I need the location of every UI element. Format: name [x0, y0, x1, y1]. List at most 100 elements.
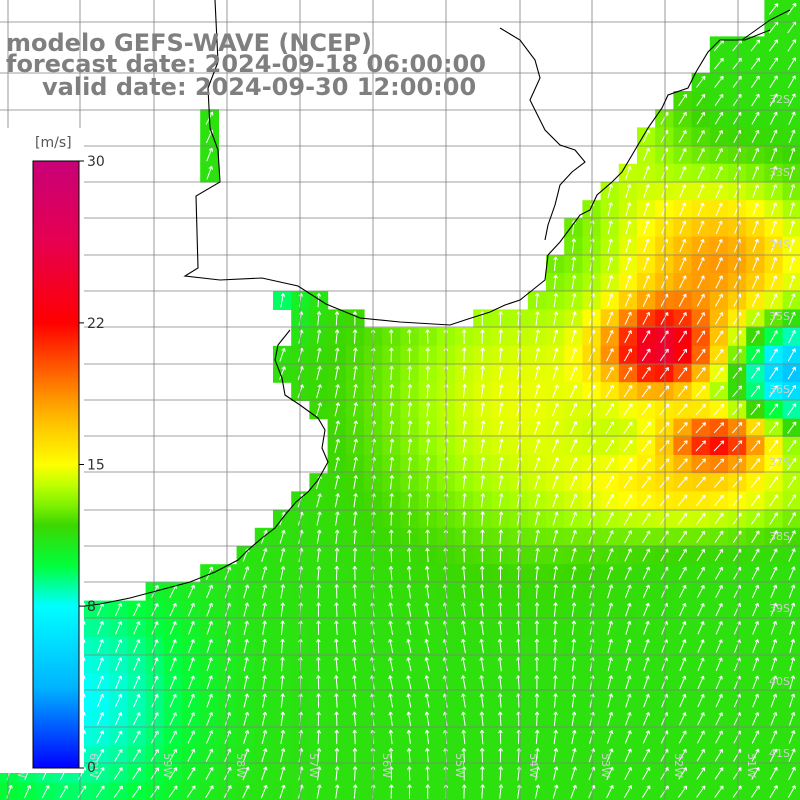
wind-arrow	[696, 111, 705, 125]
wind-arrow	[425, 748, 430, 763]
wind-arrow	[641, 458, 651, 470]
wind-arrow	[789, 602, 796, 617]
wind-arrow	[553, 602, 558, 617]
wind-arrow	[661, 184, 668, 198]
wind-arrow	[751, 147, 760, 162]
wind-arrow	[424, 565, 430, 581]
wind-arrow	[480, 784, 485, 799]
wind-arrow	[425, 365, 431, 381]
wind-arrow	[768, 458, 779, 470]
wind-arrow	[697, 712, 705, 726]
wind-arrow	[752, 202, 759, 217]
wind-arrow	[407, 402, 413, 417]
wind-arrow	[497, 693, 503, 708]
wind-arrow	[696, 129, 705, 143]
wind-arrow	[750, 440, 761, 452]
wind-arrow	[769, 93, 778, 107]
wind-arrow	[607, 202, 613, 217]
wind-arrow	[261, 766, 268, 781]
wind-arrow	[242, 748, 250, 763]
wind-arrow	[605, 457, 614, 471]
wind-arrow	[95, 767, 105, 780]
wind-arrow	[97, 620, 104, 635]
wind-arrow	[461, 657, 466, 672]
wind-arrow	[677, 785, 688, 798]
wind-arrow	[462, 475, 467, 490]
wind-arrow	[425, 329, 430, 344]
wind-arrow	[535, 529, 540, 544]
wind-arrow	[696, 512, 706, 525]
wind-arrow	[678, 584, 687, 599]
wind-arrow	[660, 330, 669, 343]
wind-arrow	[770, 566, 778, 580]
wind-arrow	[623, 421, 633, 434]
wind-arrow	[534, 511, 541, 526]
wind-arrow	[551, 457, 559, 471]
wind-arrow	[553, 693, 558, 708]
wind-arrow	[535, 311, 540, 326]
wind-arrow	[769, 330, 778, 344]
wind-arrow	[770, 639, 778, 653]
wind-arrow	[695, 367, 706, 379]
wind-arrow	[733, 166, 741, 180]
wind-arrow	[406, 620, 412, 635]
wind-arrow	[606, 784, 614, 799]
wind-arrow	[406, 657, 412, 672]
wind-arrow	[770, 620, 778, 635]
wind-arrow	[715, 275, 723, 289]
wind-arrow	[223, 785, 232, 799]
wind-arrow	[643, 639, 650, 653]
wind-arrow	[498, 766, 504, 781]
wind-arrow	[697, 166, 705, 180]
wind-arrow	[535, 766, 540, 781]
wind-arrow	[571, 311, 577, 326]
wind-arrow	[695, 385, 706, 397]
wind-arrow	[679, 675, 687, 690]
wind-arrow	[316, 493, 322, 508]
wind-arrow	[243, 693, 249, 708]
wind-arrow	[498, 311, 503, 326]
wind-arrow	[388, 329, 394, 344]
wind-arrow	[751, 330, 760, 343]
wind-arrow	[406, 693, 412, 708]
wind-arrow	[697, 275, 705, 289]
wind-arrow	[713, 422, 725, 434]
wind-arrow	[352, 711, 357, 726]
wind-arrow	[789, 238, 796, 253]
wind-arrow	[623, 457, 633, 471]
wind-arrow	[697, 639, 705, 653]
wind-arrow	[623, 476, 633, 489]
wind-arrow	[334, 402, 340, 417]
wind-arrow	[787, 439, 797, 452]
wind-arrow	[461, 693, 466, 708]
wind-arrow	[643, 657, 650, 672]
wind-arrow	[788, 530, 796, 544]
wind-arrow	[625, 220, 632, 235]
wind-arrow	[224, 566, 232, 580]
wind-arrow	[625, 657, 632, 672]
wind-arrow	[388, 748, 394, 763]
wind-arrow	[571, 238, 577, 253]
wind-arrow	[352, 675, 357, 690]
wind-arrow	[624, 584, 632, 599]
wind-arrow	[479, 547, 485, 563]
wind-arrow	[696, 530, 706, 543]
wind-arrow	[553, 293, 559, 308]
wind-arrow	[334, 620, 339, 635]
wind-arrow	[732, 75, 742, 88]
wind-arrow	[280, 748, 286, 763]
wind-arrow	[132, 730, 141, 744]
wind-arrow	[677, 403, 688, 416]
wind-arrow	[169, 712, 177, 726]
wind-arrow	[498, 566, 503, 581]
wind-arrow	[280, 620, 285, 635]
wind-arrow	[169, 730, 177, 744]
wind-arrow	[334, 566, 340, 581]
wind-arrow	[535, 293, 540, 308]
wind-arrow	[462, 420, 468, 435]
latitude-label: 33S	[769, 166, 790, 179]
wind-arrow	[787, 512, 796, 526]
wind-arrow	[625, 711, 632, 726]
wind-arrow	[262, 675, 267, 690]
wind-arrow	[242, 784, 250, 799]
